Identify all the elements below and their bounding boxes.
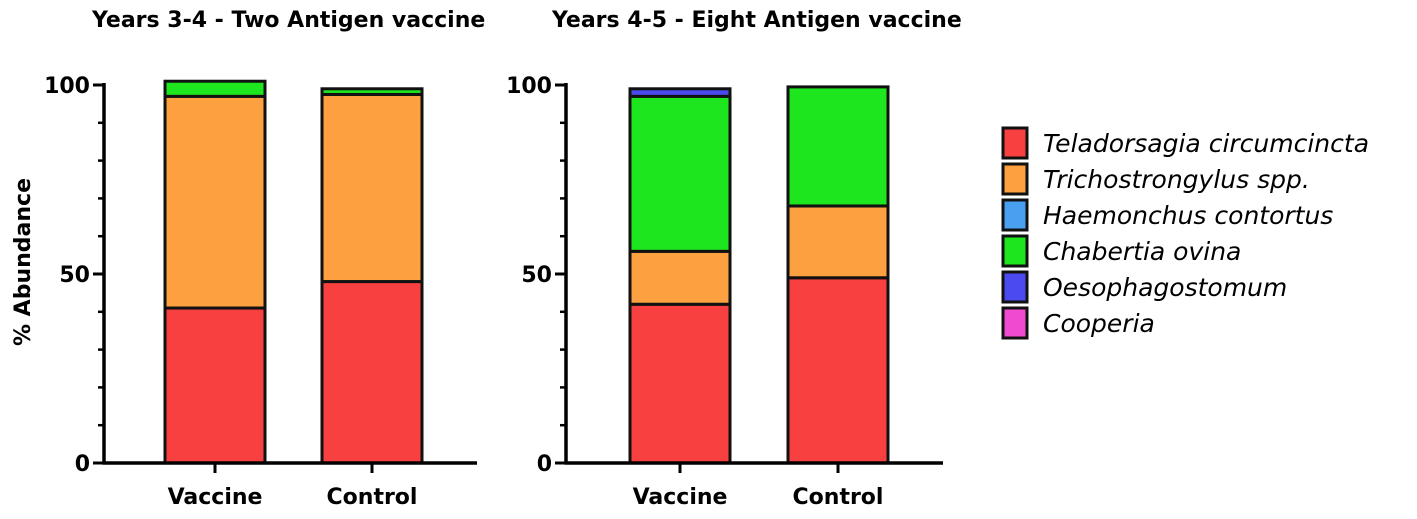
legend-swatch-2 — [1001, 198, 1029, 232]
bar-segment-vaccine-0 — [163, 306, 267, 465]
bar-segment-vaccine-1 — [628, 249, 732, 306]
panel-two-antigen: Years 3-4 - Two Antigen vaccine % Abunda… — [11, 8, 485, 510]
panel-eight-antigen: Years 4-5 - Eight Antigen vaccine 0 50 100… — [506, 8, 962, 510]
legend-label-1: Trichostrongylus spp. — [1043, 165, 1310, 194]
legend-label-2: Haemonchus contortus — [1043, 201, 1333, 230]
bar-segment-vaccine-4 — [628, 87, 732, 98]
chart-title: Years 3-4 - Two Antigen vaccine — [91, 8, 485, 33]
bar-segment-vaccine-3 — [628, 94, 732, 253]
bar-segment-control-0 — [320, 280, 424, 465]
legend-swatch-5 — [1001, 306, 1029, 340]
legend-label-5: Cooperia — [1043, 309, 1155, 338]
y-tick-label: 50 — [521, 263, 552, 288]
chart-title: Years 4-5 - Eight Antigen vaccine — [551, 8, 962, 33]
legend-swatch-3 — [1001, 234, 1029, 268]
bar-segment-control-0 — [786, 276, 890, 465]
y-tick-label: 100 — [44, 74, 90, 99]
legend-label-4: Oesophagostomum — [1043, 273, 1287, 302]
legend-swatch-0 — [1001, 126, 1029, 160]
y-tick-label: 100 — [506, 74, 552, 99]
x-category-label-control: Control — [327, 485, 418, 510]
legend-swatch-1 — [1001, 162, 1029, 196]
legend-label-0: Teladorsagia circumcincta — [1043, 129, 1369, 158]
y-axis-label: % Abundance — [11, 178, 36, 346]
bar-segment-vaccine-3 — [163, 79, 267, 98]
bar-segment-control-1 — [786, 204, 890, 280]
bar-segment-control-1 — [320, 92, 424, 284]
y-tick-label: 0 — [75, 452, 90, 477]
bar-segment-control-3 — [786, 85, 890, 208]
bar-segment-vaccine-0 — [628, 302, 732, 465]
bar-segment-vaccine-1 — [163, 94, 267, 310]
x-category-label-vaccine: Vaccine — [633, 485, 728, 510]
legend-label-3: Chabertia ovina — [1043, 237, 1241, 266]
y-tick-label: 50 — [59, 263, 90, 288]
x-category-label-vaccine: Vaccine — [168, 485, 263, 510]
legend-swatch-4 — [1001, 270, 1029, 304]
bar-segment-control-3 — [320, 87, 424, 96]
legend: Teladorsagia circumcincta Trichostrongylu… — [1001, 126, 1369, 340]
x-category-label-control: Control — [793, 485, 884, 510]
y-tick-label: 0 — [537, 452, 552, 477]
